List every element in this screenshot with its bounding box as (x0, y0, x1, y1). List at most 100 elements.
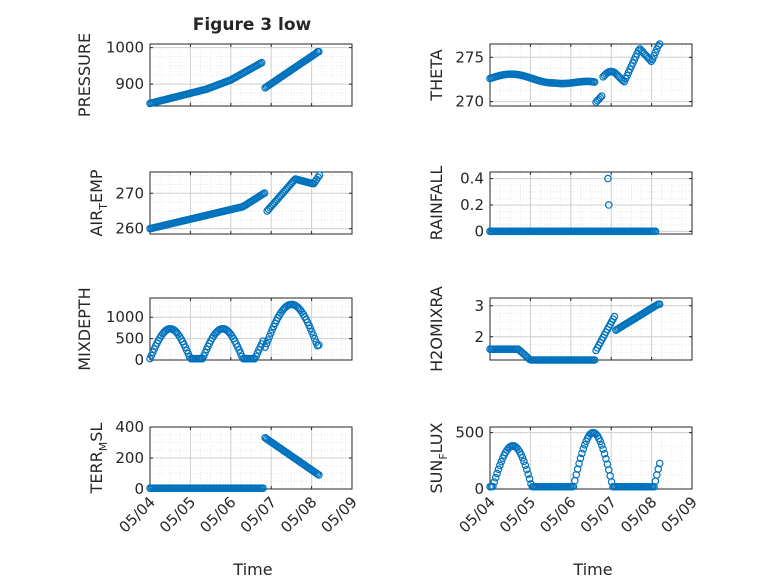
data-point (265, 332, 274, 341)
data-point (590, 356, 599, 364)
data-point (259, 484, 267, 493)
data-point (576, 454, 585, 463)
y-tick-label: 270 (115, 184, 144, 202)
y-tick-label: 270 (455, 93, 484, 111)
y-tick-label: 500 (455, 424, 484, 442)
data-point (490, 478, 499, 486)
data-point (580, 440, 589, 449)
data-point (655, 459, 664, 468)
y-tick-label: 500 (115, 330, 144, 348)
x-tick-label: 05/07 (577, 493, 620, 536)
subplot-mixdepth: 0 500 1000 MIXDEPTH (75, 287, 353, 371)
data-point (259, 190, 267, 198)
data-point (573, 465, 582, 473)
y-tick-label: 1000 (106, 308, 144, 326)
data-point (315, 341, 323, 349)
y-axis-label: TERRMSL (87, 423, 110, 495)
data-point (604, 201, 613, 209)
x-tick-label: 05/05 (156, 493, 199, 536)
x-tick-label: 05/05 (496, 493, 539, 536)
y-axis-label: RAINFALL (427, 166, 446, 241)
x-tick-label: 05/09 (658, 493, 701, 536)
data-point (655, 300, 664, 309)
y-tick-label: 0.4 (460, 170, 484, 188)
data-point (489, 482, 497, 491)
y-tick-label: 0 (134, 351, 144, 369)
subplot-theta: 270 275 THETA (427, 40, 693, 111)
subplot-rainfall: 0 0.2 0.4 RAINFALL (427, 166, 693, 241)
data-point (597, 92, 606, 100)
data-point (264, 336, 272, 344)
data-point (590, 78, 599, 86)
y-tick-label: 260 (115, 220, 144, 238)
y-axis-label: PRESSURE (75, 33, 94, 117)
data-point (604, 174, 612, 183)
data-point (522, 465, 531, 474)
y-tick-label: 0 (134, 480, 144, 498)
data-point (651, 48, 660, 57)
x-tick-label: 05/07 (237, 493, 280, 536)
data-point (491, 473, 500, 482)
data-point (525, 475, 534, 483)
y-tick-label: 200 (115, 449, 144, 467)
figure-title: Figure 3 low (193, 15, 312, 35)
data-point (309, 331, 318, 339)
subplot-pressure: 900 1000 PRESSURE (75, 33, 353, 117)
y-axis-label: H2OMIXRA (427, 286, 446, 372)
data-point (315, 47, 323, 56)
x-axis-label: Time (232, 560, 272, 579)
data-point (310, 334, 319, 343)
data-point (520, 457, 528, 466)
data-point (521, 461, 530, 470)
y-tick-label: 1000 (106, 39, 144, 57)
x-tick-label: 05/08 (617, 493, 660, 536)
x-tick-label: 05/04 (116, 493, 159, 536)
axes-box (149, 171, 353, 235)
y-axis-label: SUNFLUX (427, 422, 450, 493)
axes-box (149, 43, 353, 107)
y-tick-label: 900 (115, 75, 144, 93)
data-point (493, 469, 501, 478)
data-point (260, 189, 269, 197)
y-tick-label: 3 (474, 297, 484, 315)
data-point (600, 449, 609, 458)
y-tick-label: 0 (474, 480, 484, 498)
data-point (648, 55, 657, 64)
x-tick-label: 05/06 (536, 493, 579, 536)
subplot-grid: 900 1000 PRESSURE 270 275 THETA 260 270 AIRTEMP 0… (75, 33, 701, 579)
data-point (655, 40, 664, 48)
y-tick-label: 0.2 (460, 196, 484, 214)
data-point (654, 41, 663, 50)
y-axis-label: AIRTEMP (87, 169, 110, 236)
data-point (597, 441, 606, 449)
data-point (308, 327, 316, 336)
y-tick-label: 0 (474, 222, 484, 240)
subplot-air_temp: 260 270 AIRTEMP (87, 169, 353, 238)
data-point (315, 471, 323, 479)
y-axis-label: THETA (427, 49, 446, 101)
data-point (606, 472, 614, 480)
data-point (599, 445, 607, 453)
data-point (257, 58, 266, 67)
data-point (261, 343, 269, 351)
x-tick-label: 05/06 (196, 493, 239, 536)
x-tick-label: 05/09 (318, 493, 361, 536)
y-tick-label: 275 (455, 48, 484, 66)
data-point (602, 454, 610, 463)
x-tick-label: 05/04 (456, 493, 499, 536)
data-point (610, 312, 619, 321)
data-point (578, 449, 586, 458)
x-axis-label: Time (572, 560, 612, 579)
data-point (579, 445, 588, 453)
data-point (575, 459, 583, 468)
y-axis-label: MIXDEPTH (75, 287, 94, 370)
subplot-h2omixra: 2 3 H2OMIXRA (427, 286, 693, 372)
x-tick-label: 05/08 (277, 493, 320, 536)
data-point (494, 465, 503, 474)
y-tick-label: 2 (474, 328, 484, 346)
data-point (524, 470, 532, 478)
axes-box (489, 426, 693, 490)
